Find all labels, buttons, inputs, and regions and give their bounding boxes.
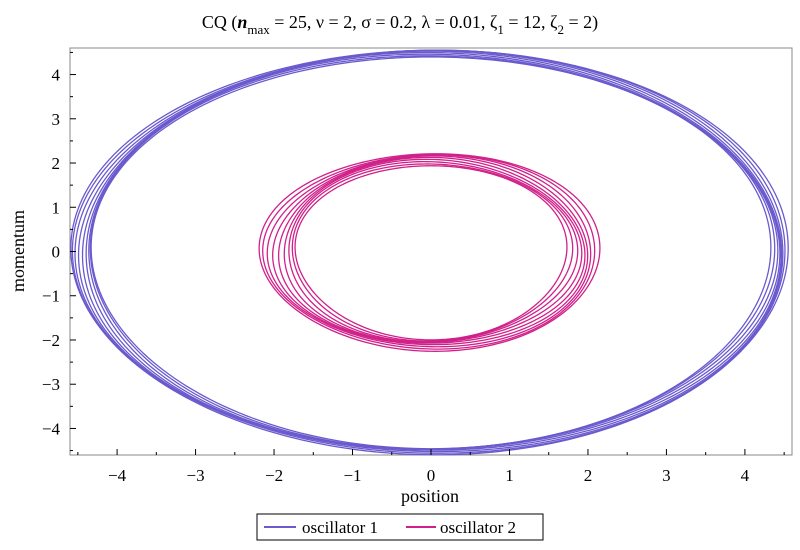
legend-box bbox=[256, 513, 544, 541]
y-axis-label: momentum bbox=[8, 210, 28, 292]
title-zeta2-subscript: 2 bbox=[558, 22, 565, 37]
series-layer bbox=[70, 49, 789, 456]
title-n: n bbox=[237, 12, 247, 32]
legend-label-oscillator-1: oscillator 1 bbox=[302, 518, 378, 537]
x-axis-ticks: −4 −3 −2 −1 0 1 2 3 4 bbox=[77, 449, 785, 485]
orbit-loop bbox=[85, 51, 781, 450]
orbit-loop bbox=[272, 155, 589, 346]
title-n-subscript: max bbox=[247, 22, 270, 37]
x-axis-label: position bbox=[401, 486, 459, 506]
y-tick-label: −4 bbox=[42, 419, 61, 438]
x-tick-label: −3 bbox=[187, 466, 205, 485]
title-prefix: CQ ( bbox=[202, 12, 238, 33]
x-tick-label: 3 bbox=[662, 466, 671, 485]
chart-title: CQ (nmax = 25, ν = 2, σ = 0.2, λ = 0.01,… bbox=[202, 12, 598, 37]
y-tick-label: −3 bbox=[42, 375, 60, 394]
y-tick-label: 1 bbox=[52, 198, 61, 217]
y-tick-label: −2 bbox=[42, 331, 60, 350]
orbit-loop bbox=[294, 165, 568, 341]
orbit-loop bbox=[81, 50, 782, 450]
x-tick-label: 4 bbox=[741, 466, 750, 485]
legend-label-oscillator-2: oscillator 2 bbox=[440, 518, 516, 537]
y-tick-label: 4 bbox=[52, 66, 61, 85]
title-params-3: = 2) bbox=[564, 12, 598, 33]
title-zeta1-subscript: 1 bbox=[497, 22, 504, 37]
orbit-loop bbox=[288, 161, 579, 343]
orbit-loop bbox=[277, 156, 586, 344]
orbit-loop bbox=[262, 153, 596, 350]
y-tick-label: 2 bbox=[52, 154, 61, 173]
x-tick-label: 0 bbox=[427, 466, 436, 485]
orbit-loop bbox=[258, 153, 601, 352]
orbit-loop bbox=[266, 154, 592, 348]
series-oscillator-1 bbox=[70, 49, 789, 456]
x-tick-label: 1 bbox=[505, 466, 514, 485]
title-params-1: = 25, ν = 2, σ = 0.2, λ = 0.01, ζ bbox=[270, 12, 498, 32]
orbit-loop bbox=[77, 49, 783, 451]
y-axis-ticks: 4 3 2 1 0 −1 −2 −3 −4 bbox=[42, 51, 76, 452]
x-tick-label: 2 bbox=[584, 466, 593, 485]
series-oscillator-2 bbox=[258, 153, 601, 352]
x-tick-label: −1 bbox=[343, 466, 361, 485]
orbit-loop bbox=[90, 56, 772, 450]
y-tick-label: 3 bbox=[52, 110, 61, 129]
orbit-loop bbox=[88, 53, 779, 450]
x-tick-label: −4 bbox=[108, 466, 127, 485]
orbit-loop bbox=[283, 158, 583, 343]
y-tick-label: −1 bbox=[42, 287, 60, 306]
legend: oscillator 1 oscillator 2 bbox=[256, 513, 544, 541]
x-tick-label: −2 bbox=[265, 466, 283, 485]
title-params-2: = 12, ζ bbox=[504, 12, 558, 32]
y-tick-label: 0 bbox=[52, 243, 61, 262]
orbit-loop bbox=[291, 163, 574, 342]
